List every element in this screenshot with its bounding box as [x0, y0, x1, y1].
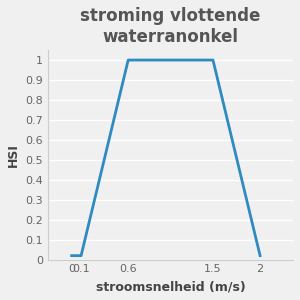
X-axis label: stroomsnelheid (m/s): stroomsnelheid (m/s): [96, 280, 245, 293]
Y-axis label: HSI: HSI: [7, 143, 20, 167]
Title: stroming vlottende
waterranonkel: stroming vlottende waterranonkel: [80, 7, 261, 46]
